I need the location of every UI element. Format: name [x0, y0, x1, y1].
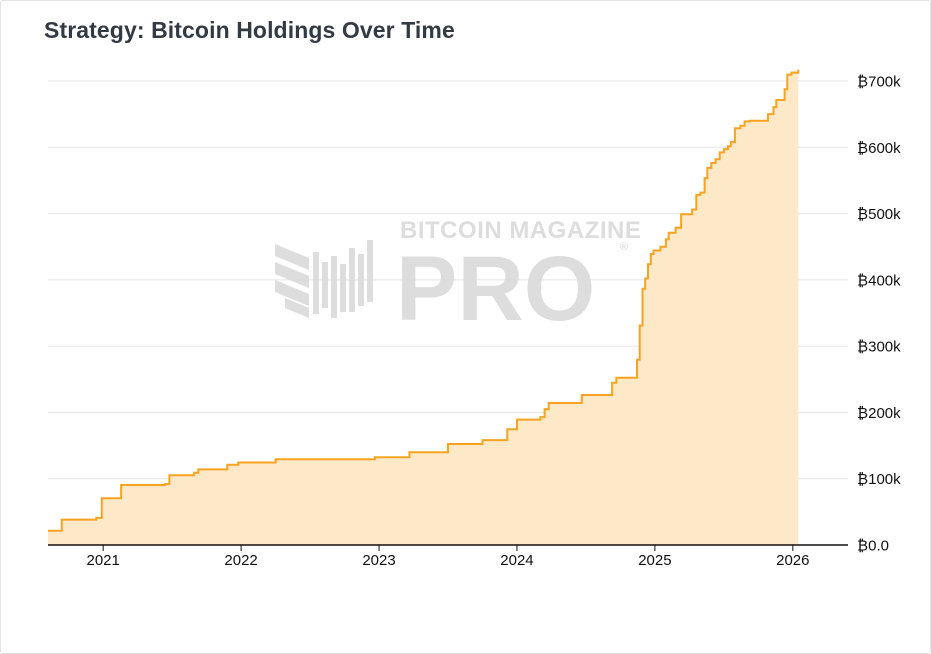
x-axis-ticks: 2021 2022 2023 2024 2025 2026	[86, 545, 810, 569]
x-tick-label: 2021	[86, 552, 119, 569]
watermark-product: PRO	[396, 238, 595, 340]
y-tick-label: ₿0.0	[857, 538, 889, 555]
x-tick-label: 2024	[500, 552, 533, 569]
y-axis-ticks: ₿0.0 ₿100k ₿200k ₿300k ₿400k ₿500k ₿600k ₿700k	[857, 74, 901, 555]
y-tick-label: ₿300k	[857, 339, 901, 356]
y-tick-label: ₿100k	[857, 471, 901, 488]
x-tick-label: 2025	[638, 552, 671, 569]
x-tick-label: 2022	[224, 552, 257, 569]
holdings-line	[48, 69, 800, 532]
y-tick-label: ₿600k	[857, 140, 901, 157]
y-tick-label: ₿200k	[857, 405, 901, 422]
watermark: BITCOIN MAGAZINE ® PRO	[275, 217, 641, 340]
y-tick-label: ₿500k	[857, 206, 901, 223]
x-tick-label: 2026	[776, 552, 809, 569]
watermark-registered: ®	[620, 241, 629, 253]
x-tick-label: 2023	[362, 552, 395, 569]
chart-title: Strategy: Bitcoin Holdings Over Time	[44, 17, 455, 43]
y-tick-label: ₿700k	[857, 74, 901, 91]
watermark-chart-icon	[275, 240, 373, 318]
holdings-area	[48, 69, 799, 545]
watermark-brand: BITCOIN MAGAZINE	[400, 217, 641, 244]
y-tick-label: ₿400k	[857, 272, 901, 289]
